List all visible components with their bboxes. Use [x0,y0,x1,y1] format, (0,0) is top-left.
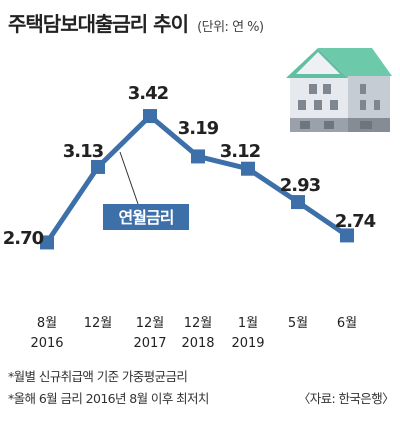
x-tick-label: 8월 [37,316,57,331]
data-point-marker [143,109,157,124]
x-tick-label-year: 2017 [133,336,166,351]
x-tick-label: 5월 [288,316,308,331]
footnotes: *월별 신규취급액 기준 가중평균금리 *올해 6월 금리 2016년 8월 이… [8,366,400,410]
data-point-marker [40,235,54,250]
data-label: 2.74 [335,211,376,232]
marker-layer [40,109,354,250]
source-label: 〈자료: 한국은행〉 [297,391,395,406]
footnote-2: *올해 6월 금리 2016년 8월 이후 최저치 [8,391,209,406]
x-tick-label: 12월 [136,316,165,331]
data-label: 3.12 [220,141,260,162]
line-chart: 2.70 3.13 3.42 3.193.12 2.93 2.74 8월 2016 12월 12… [3,48,392,351]
data-label: 3.19 [178,118,219,139]
series-name-label: 연월금리 [119,208,174,227]
x-tick-label-year: 2019 [231,336,264,351]
data-label: 2.70 [3,228,44,249]
x-tick-label: 12월 [184,316,213,331]
x-tick-label-year: 2018 [181,336,214,351]
series-callout-box [103,204,189,230]
data-point-marker [291,195,305,210]
x-tick-label: 12월 [84,316,113,331]
unit-label: (단위: 연 %) [197,20,264,35]
x-axis-labels: 8월 2016 12월 12월 2017 12월 2018 1월 2019 5월 6월 [30,316,357,351]
data-label: 2.93 [280,175,321,196]
data-point-marker [91,159,105,174]
x-tick-label: 1월 [238,316,258,331]
data-point-marker [241,161,255,176]
data-label: 3.13 [63,141,104,162]
callout-leader-line [119,151,139,205]
data-label: 3.42 [128,83,168,104]
title-row: 주택담보대출금리 추이 (단위: 연 %) [8,8,264,37]
x-tick-label: 6월 [337,316,357,331]
callout-leader [119,151,139,205]
data-point-marker [340,228,354,243]
x-tick-label-year: 2016 [30,336,63,351]
chart-title: 주택담보대출금리 추이 [8,12,189,36]
footnote-row: *올해 6월 금리 2016년 8월 이후 최저치 〈자료: 한국은행〉 [8,388,400,410]
series-callout: 연월금리 [103,204,189,230]
footnote-1: *월별 신규취급액 기준 가중평균금리 [8,369,188,384]
house-icon [286,48,392,132]
data-point-marker [191,149,205,164]
value-label-layer: 2.70 3.13 3.42 3.193.12 2.93 2.74 [3,83,377,249]
